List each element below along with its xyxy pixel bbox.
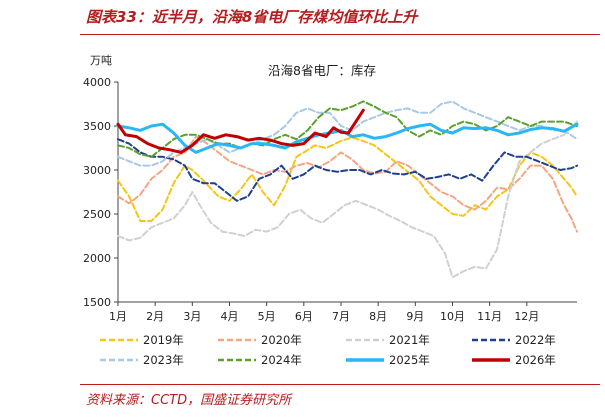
x-tick-label: 12月 <box>514 310 539 323</box>
series-line-2021年 <box>117 120 578 279</box>
x-tick-label: 3月 <box>183 310 201 323</box>
source-divider <box>80 384 600 385</box>
legend: 2019年 2020年 2021年 2022年 2023年 2024年 2025年 2026年 <box>100 333 556 367</box>
source-note: 资料来源：CCTD，国盛证券研究所 <box>86 393 292 408</box>
y-axis-unit: 万吨 <box>90 54 112 67</box>
y-tick-label: 3000 <box>83 164 111 177</box>
chart-title: 沿海8省电厂：库存 <box>268 63 376 78</box>
series-line-2020年 <box>117 135 578 233</box>
y-tick-label: 2500 <box>83 208 111 221</box>
y-tick-label: 4000 <box>83 76 111 89</box>
y-tick-label: 2000 <box>83 252 111 265</box>
legend-label: 2024年 <box>261 353 302 367</box>
x-tick-label: 8月 <box>369 310 387 323</box>
legend-label: 2023年 <box>143 353 184 367</box>
figure-title: 图表33：近半月，沿海8省电厂存煤均值环比上升 <box>86 8 418 26</box>
x-tick-label: 2月 <box>146 310 164 323</box>
legend-label: 2020年 <box>261 333 302 347</box>
axes: 1500 2000 2500 3000 3500 4000 1月 2月 3月 4月 5月 6月 7月 8月… <box>83 76 577 323</box>
series-line-2026年 <box>116 108 365 154</box>
legend-label: 2019年 <box>143 333 184 347</box>
x-tick-label: 4月 <box>220 310 238 323</box>
legend-label: 2021年 <box>389 333 430 347</box>
y-tick-label: 1500 <box>83 296 111 309</box>
x-tick-label: 7月 <box>332 310 350 323</box>
series-layer <box>116 100 579 279</box>
x-tick-label: 5月 <box>258 310 276 323</box>
legend-label: 2025年 <box>389 353 430 367</box>
x-tick-label: 1月 <box>109 310 127 323</box>
series-line-2024年 <box>117 100 578 158</box>
legend-label: 2026年 <box>515 353 556 367</box>
x-tick-label: 11月 <box>477 310 502 323</box>
y-tick-label: 3500 <box>83 120 111 133</box>
x-tick-label: 9月 <box>406 310 424 323</box>
x-tick-label: 6月 <box>295 310 313 323</box>
title-divider <box>80 34 600 35</box>
legend-label: 2022年 <box>515 333 556 347</box>
series-line-2022年 <box>117 138 578 202</box>
x-tick-label: 10月 <box>440 310 465 323</box>
